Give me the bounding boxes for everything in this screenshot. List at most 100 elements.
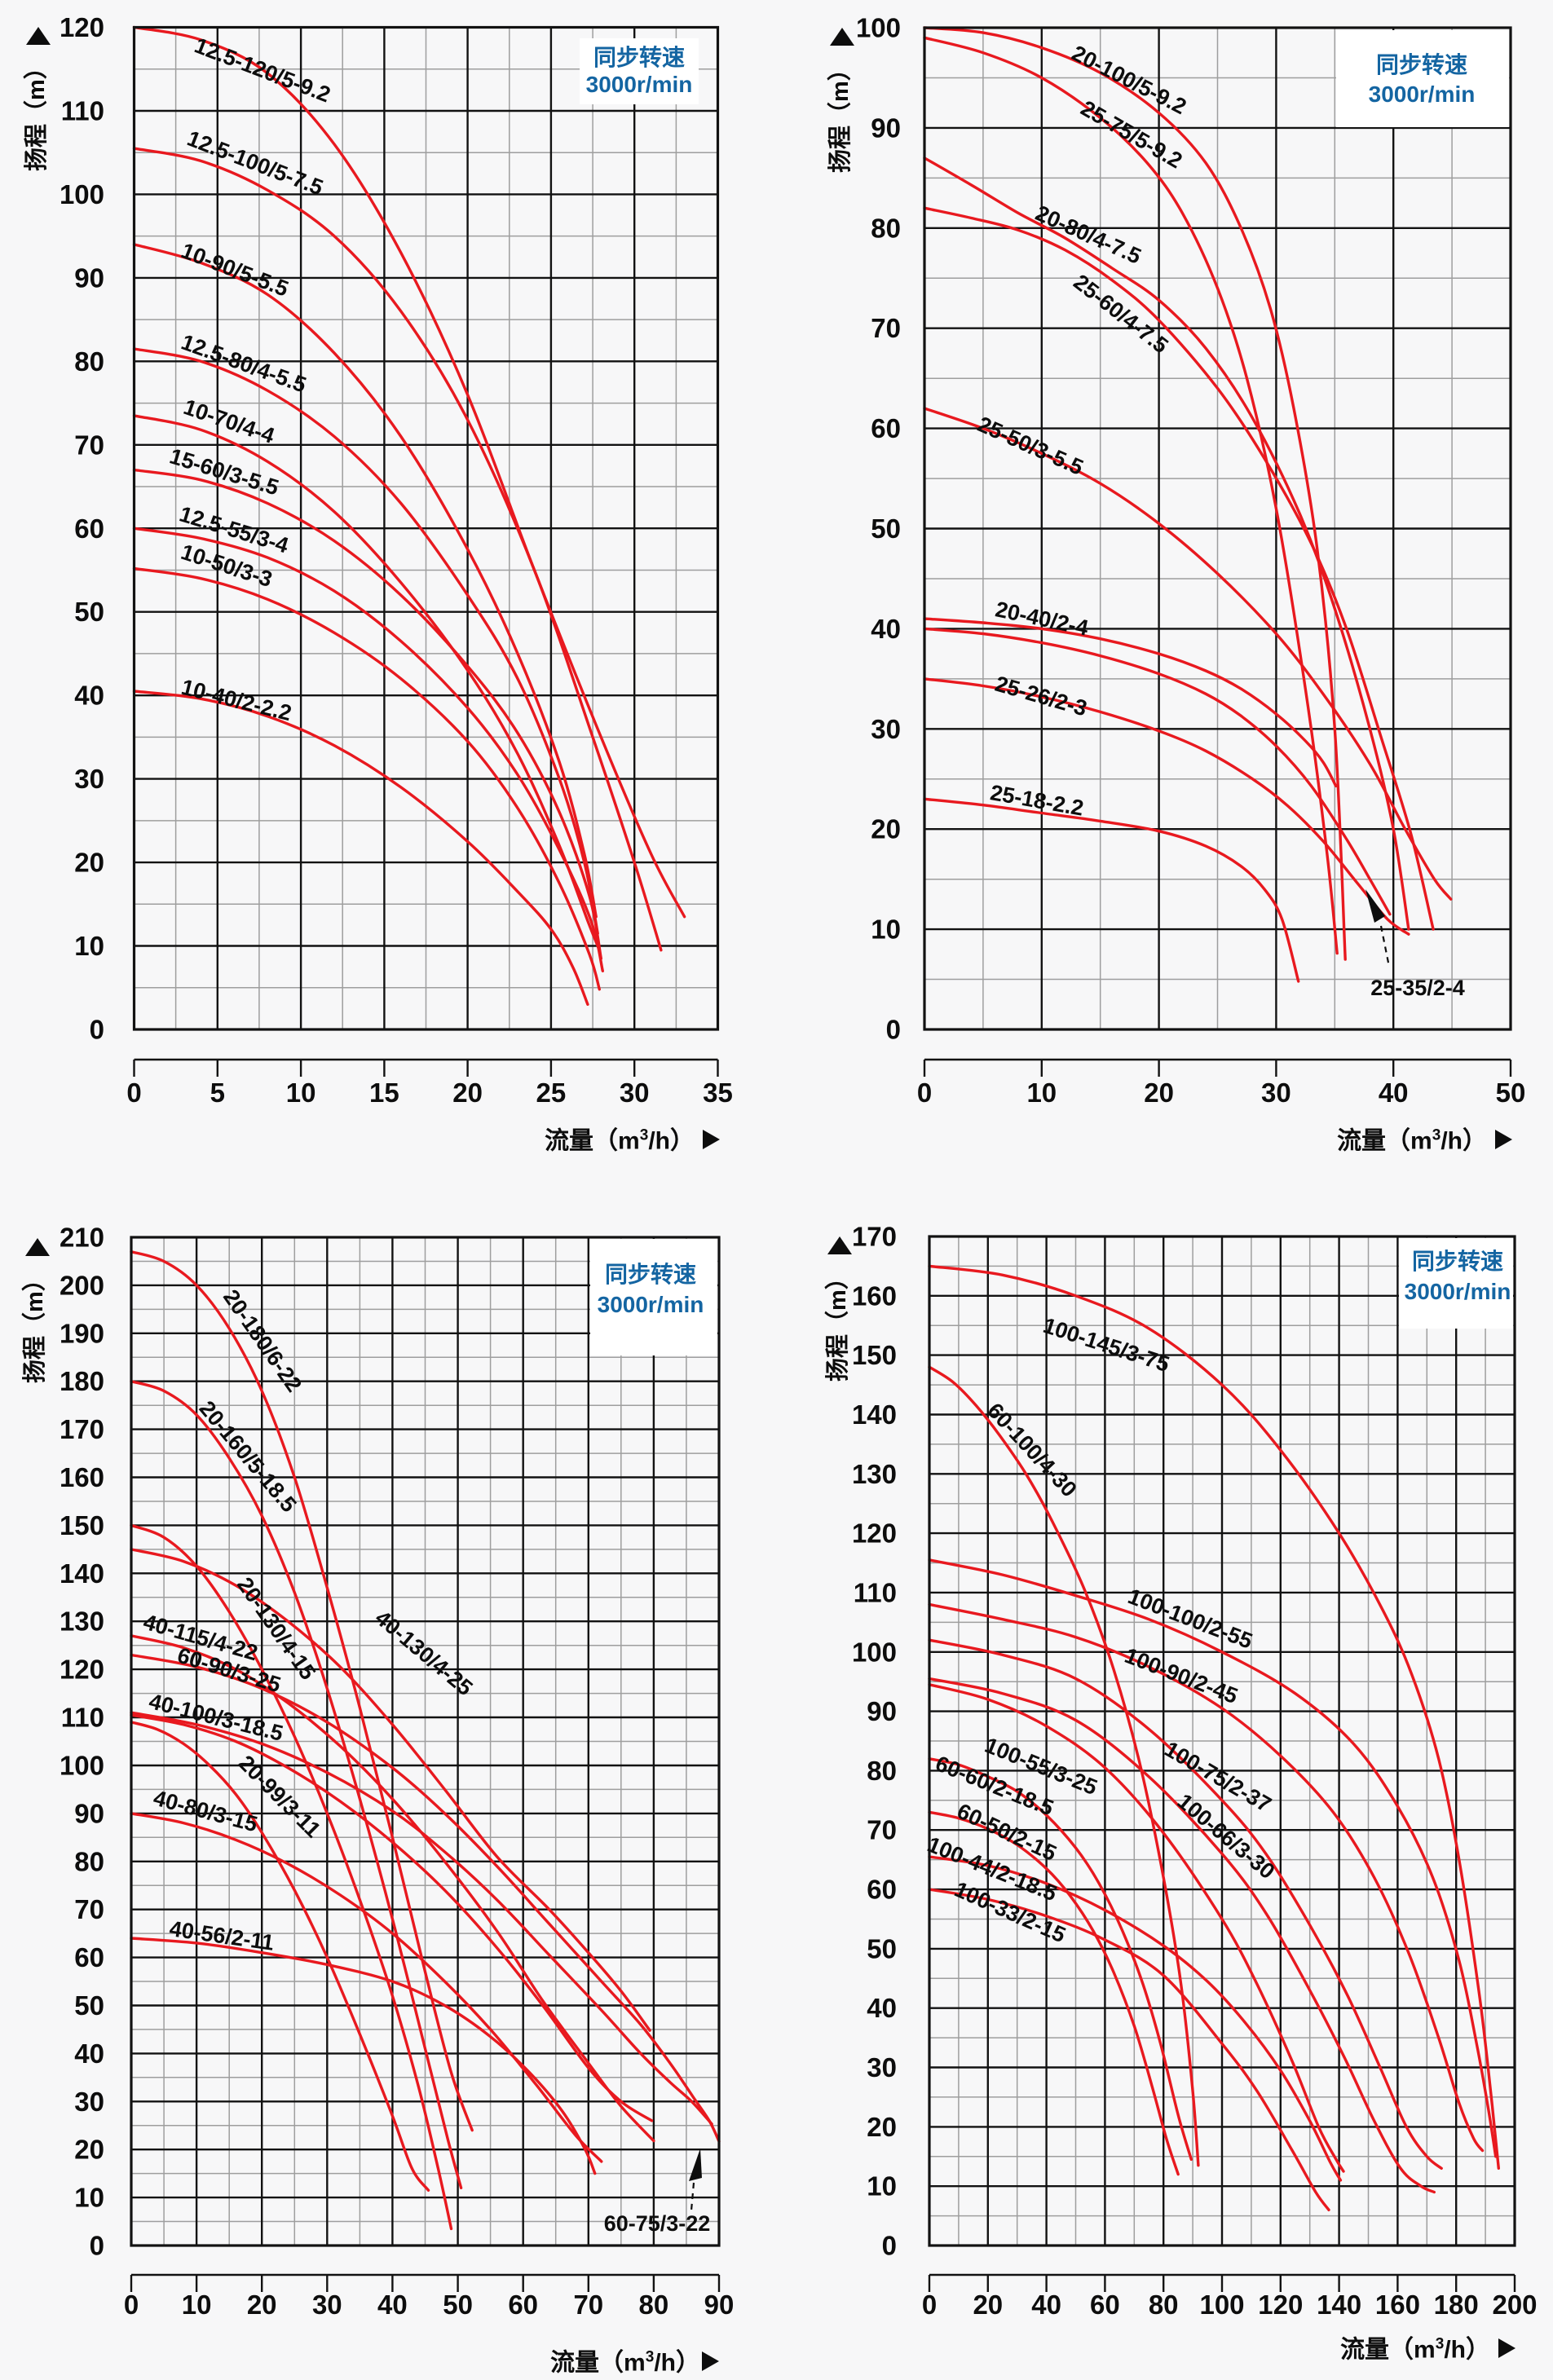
svg-text:50: 50 — [1496, 1078, 1526, 1108]
svg-text:10: 10 — [74, 931, 104, 961]
svg-text:160: 160 — [1375, 2290, 1420, 2320]
svg-text:120: 120 — [60, 12, 104, 42]
svg-text:40: 40 — [377, 2290, 408, 2320]
svg-text:210: 210 — [60, 1223, 104, 1253]
svg-text:70: 70 — [573, 2290, 603, 2320]
svg-text:140: 140 — [852, 1399, 897, 1430]
svg-text:100: 100 — [852, 1637, 897, 1667]
svg-text:同步转速: 同步转速 — [1412, 1249, 1503, 1274]
svg-text:25-35/2-4: 25-35/2-4 — [1370, 976, 1465, 1000]
svg-text:3000r/min: 3000r/min — [586, 72, 693, 97]
svg-text:130: 130 — [60, 1606, 104, 1637]
svg-text:40: 40 — [1031, 2290, 1061, 2320]
svg-text:120: 120 — [1258, 2290, 1303, 2320]
svg-text:50: 50 — [74, 597, 104, 627]
svg-text:140: 140 — [60, 1558, 104, 1589]
svg-text:15: 15 — [369, 1078, 399, 1108]
svg-text:3000r/min: 3000r/min — [598, 1292, 704, 1317]
svg-text:25: 25 — [536, 1078, 567, 1108]
svg-text:160: 160 — [60, 1462, 104, 1492]
svg-text:40: 40 — [1379, 1078, 1409, 1108]
svg-text:100: 100 — [60, 179, 104, 209]
svg-text:10: 10 — [871, 915, 901, 945]
svg-text:80: 80 — [871, 213, 901, 243]
svg-text:200: 200 — [1492, 2290, 1537, 2320]
svg-text:60: 60 — [1090, 2290, 1120, 2320]
svg-text:60: 60 — [74, 513, 104, 544]
svg-text:0: 0 — [90, 1015, 104, 1045]
svg-text:90: 90 — [74, 262, 104, 293]
svg-text:0: 0 — [917, 1078, 932, 1108]
svg-text:80: 80 — [74, 1846, 104, 1876]
svg-text:50: 50 — [867, 1933, 897, 1964]
svg-text:60: 60 — [871, 413, 901, 443]
svg-text:60: 60 — [74, 1942, 104, 1972]
svg-text:0: 0 — [922, 2290, 937, 2320]
svg-text:3000r/min: 3000r/min — [1369, 82, 1476, 107]
svg-text:10: 10 — [182, 2290, 212, 2320]
svg-text:30: 30 — [620, 1078, 650, 1108]
svg-text:120: 120 — [60, 1655, 104, 1685]
svg-text:110: 110 — [61, 96, 104, 126]
svg-text:10: 10 — [74, 2183, 104, 2213]
svg-text:30: 30 — [871, 714, 901, 744]
svg-text:190: 190 — [60, 1318, 104, 1348]
svg-text:5: 5 — [210, 1078, 225, 1108]
svg-text:60: 60 — [508, 2290, 538, 2320]
svg-text:100: 100 — [60, 1751, 104, 1781]
svg-text:20: 20 — [973, 2290, 1003, 2320]
svg-text:110: 110 — [854, 1577, 897, 1607]
svg-text:流量（m3/h）: 流量（m3/h） — [1340, 2336, 1490, 2364]
svg-text:40: 40 — [74, 681, 104, 711]
svg-text:10: 10 — [286, 1078, 316, 1108]
svg-text:50: 50 — [443, 2290, 473, 2320]
svg-text:80: 80 — [1149, 2290, 1179, 2320]
svg-text:40: 40 — [74, 2038, 104, 2069]
svg-text:80: 80 — [74, 346, 104, 377]
svg-text:120: 120 — [852, 1518, 897, 1549]
svg-text:10: 10 — [1026, 1078, 1057, 1108]
svg-text:扬程（m）: 扬程（m） — [827, 57, 854, 173]
svg-text:0: 0 — [90, 2231, 104, 2261]
svg-text:150: 150 — [852, 1340, 897, 1370]
svg-text:30: 30 — [312, 2290, 342, 2320]
svg-text:90: 90 — [704, 2290, 735, 2320]
svg-text:60: 60 — [867, 1875, 897, 1905]
svg-text:100: 100 — [1199, 2290, 1244, 2320]
svg-text:扬程（m）: 扬程（m） — [23, 55, 50, 171]
svg-text:流量（m3/h）: 流量（m3/h） — [550, 2349, 700, 2377]
svg-text:流量（m3/h）: 流量（m3/h） — [545, 1127, 695, 1155]
svg-text:170: 170 — [60, 1414, 104, 1444]
svg-text:30: 30 — [74, 764, 104, 794]
svg-text:100: 100 — [856, 13, 901, 43]
svg-text:200: 200 — [60, 1270, 104, 1300]
svg-text:同步转速: 同步转速 — [1376, 52, 1467, 77]
svg-text:30: 30 — [867, 2052, 897, 2082]
svg-text:20: 20 — [247, 2290, 277, 2320]
svg-text:150: 150 — [60, 1510, 104, 1540]
svg-text:扬程（m）: 扬程（m） — [21, 1267, 48, 1383]
svg-text:30: 30 — [74, 2087, 104, 2117]
svg-text:90: 90 — [867, 1696, 897, 1726]
svg-text:0: 0 — [886, 1015, 901, 1045]
svg-text:80: 80 — [639, 2290, 669, 2320]
svg-text:70: 70 — [867, 1815, 897, 1845]
svg-text:160: 160 — [852, 1280, 897, 1311]
svg-text:70: 70 — [74, 1894, 104, 1924]
svg-text:20: 20 — [452, 1078, 483, 1108]
svg-text:10: 10 — [867, 2171, 897, 2202]
svg-text:0: 0 — [124, 2290, 139, 2320]
svg-text:70: 70 — [871, 313, 901, 343]
svg-text:60-75/3-22: 60-75/3-22 — [604, 2211, 711, 2236]
svg-text:80: 80 — [867, 1756, 897, 1786]
svg-text:70: 70 — [74, 430, 104, 460]
svg-text:20: 20 — [871, 814, 901, 844]
svg-text:50: 50 — [871, 513, 901, 544]
svg-text:170: 170 — [852, 1222, 897, 1252]
svg-text:180: 180 — [1434, 2290, 1479, 2320]
svg-text:0: 0 — [126, 1078, 141, 1108]
svg-text:130: 130 — [852, 1459, 897, 1489]
svg-text:30: 30 — [1261, 1078, 1291, 1108]
svg-text:扬程（m）: 扬程（m） — [824, 1266, 851, 1382]
svg-text:20: 20 — [867, 2112, 897, 2142]
